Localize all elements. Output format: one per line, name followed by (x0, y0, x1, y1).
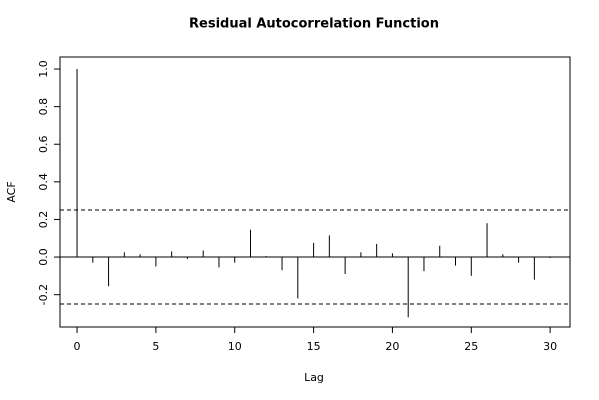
chart-title: Residual Autocorrelation Function (189, 17, 439, 32)
y-tick-label: 1.0 (37, 60, 50, 78)
y-tick-label: 0.8 (37, 98, 50, 116)
x-tick-label: 20 (385, 340, 399, 353)
y-axis-label: ACF (5, 181, 18, 202)
y-tick-label: 0.4 (37, 173, 50, 191)
x-tick-label: 25 (464, 340, 478, 353)
x-tick-label: 30 (543, 340, 557, 353)
x-tick-label: 0 (74, 340, 81, 353)
y-tick-label: 0.6 (37, 135, 50, 153)
y-tick-label: 0.2 (37, 211, 50, 229)
plot-frame (59, 56, 571, 328)
x-tick-label: 5 (152, 340, 159, 353)
x-axis-label: Lag (304, 371, 324, 384)
x-tick-label: 15 (307, 340, 321, 353)
y-tick-label: 0.0 (37, 248, 50, 266)
y-tick-label: -0.2 (37, 284, 50, 305)
x-tick-label: 10 (228, 340, 242, 353)
